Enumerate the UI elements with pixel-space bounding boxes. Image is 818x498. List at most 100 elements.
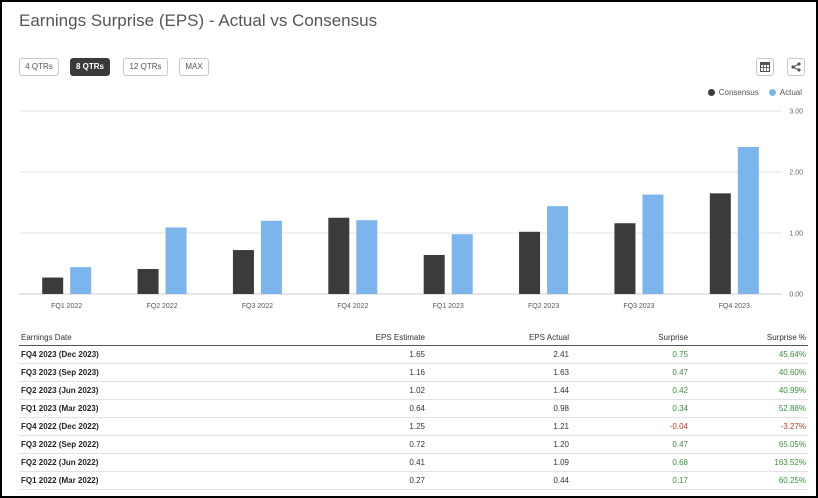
cell-eps-actual: 1.63 bbox=[427, 363, 571, 382]
cell-surprise: 0.68 bbox=[571, 453, 690, 472]
bar-consensus bbox=[423, 254, 445, 294]
x-tick-label: FQ1 2023 bbox=[433, 303, 464, 310]
range-12-qtrs-button[interactable]: 12 QTRs bbox=[123, 58, 168, 76]
cell-surprise: 0.47 bbox=[571, 435, 690, 454]
bar-actual bbox=[737, 146, 759, 294]
cell-date: FQ4 2023 (Dec 2023) bbox=[19, 345, 223, 364]
x-tick-label: FQ2 2023 bbox=[528, 303, 559, 310]
table-row: FQ1 2022 (Mar 2022) 0.27 0.44 0.17 60.25% bbox=[19, 471, 808, 490]
cell-surprise-pct: 40.99% bbox=[690, 381, 808, 400]
cell-date: FQ3 2023 (Sep 2023) bbox=[19, 363, 223, 382]
bar-consensus bbox=[232, 250, 254, 294]
cell-surprise-pct: 65.05% bbox=[690, 435, 808, 454]
range-4-qtrs-button[interactable]: 4 QTRs bbox=[19, 58, 59, 76]
table-icon bbox=[760, 62, 770, 72]
table-row: FQ3 2023 (Sep 2023) 1.16 1.63 0.47 40.60% bbox=[19, 363, 808, 382]
bar-actual bbox=[165, 227, 187, 294]
table-row: FQ1 2023 (Mar 2023) 0.64 0.98 0.34 52.88% bbox=[19, 399, 808, 418]
cell-eps-actual: 1.20 bbox=[427, 435, 571, 454]
cell-surprise: 0.47 bbox=[571, 363, 690, 382]
chart-legend: Consensus Actual bbox=[707, 88, 802, 97]
share-icon bbox=[791, 62, 801, 72]
legend-label-actual: Actual bbox=[779, 88, 802, 97]
x-tick-label: FQ3 2023 bbox=[623, 303, 654, 310]
legend-item-consensus[interactable]: Consensus bbox=[707, 88, 759, 97]
eps-bar-chart: 0.00 1.00 2.00 3.00 FQ1 2022 FQ2 2022 FQ3 2022… bbox=[19, 109, 803, 310]
table-view-button[interactable] bbox=[756, 58, 774, 76]
y-tick-label: 0.00 bbox=[789, 292, 803, 299]
cell-date: FQ4 2022 (Dec 2022) bbox=[19, 417, 223, 436]
bar-consensus bbox=[137, 268, 159, 294]
legend-swatch-consensus bbox=[707, 89, 715, 96]
cell-eps-actual: 0.98 bbox=[427, 399, 571, 418]
bar-consensus bbox=[42, 277, 64, 294]
table-row: FQ2 2022 (Jun 2022) 0.41 1.09 0.68 163.52% bbox=[19, 453, 808, 472]
cell-eps-actual: 1.44 bbox=[427, 381, 571, 400]
cell-surprise: 0.17 bbox=[571, 471, 690, 490]
cell-eps-estimate: 0.72 bbox=[223, 435, 427, 454]
cell-surprise: -0.04 bbox=[571, 417, 690, 436]
y-tick-label: 2.00 bbox=[789, 170, 803, 177]
bar-consensus bbox=[519, 231, 541, 294]
cell-surprise-pct: 45.64% bbox=[690, 345, 808, 364]
cell-date: FQ2 2023 (Jun 2023) bbox=[19, 381, 223, 400]
cell-eps-estimate: 1.65 bbox=[223, 345, 427, 364]
x-tick-label: FQ3 2022 bbox=[242, 303, 273, 310]
cell-eps-estimate: 0.64 bbox=[223, 399, 427, 418]
range-max-button[interactable]: MAX bbox=[179, 58, 209, 76]
bar-actual bbox=[70, 267, 92, 294]
earnings-table: Earnings Date EPS Estimate EPS Actual Su… bbox=[19, 330, 808, 490]
cell-surprise-pct: 40.60% bbox=[690, 363, 808, 382]
table-header-row: Earnings Date EPS Estimate EPS Actual Su… bbox=[19, 330, 808, 346]
cell-surprise-pct: 163.52% bbox=[690, 453, 808, 472]
cell-surprise-pct: 52.88% bbox=[690, 399, 808, 418]
cell-eps-estimate: 0.41 bbox=[223, 453, 427, 472]
cell-date: FQ1 2022 (Mar 2022) bbox=[19, 471, 223, 490]
cell-date: FQ2 2022 (Jun 2022) bbox=[19, 453, 223, 472]
cell-eps-actual: 1.21 bbox=[427, 417, 571, 436]
header-surprise-pct: Surprise % bbox=[690, 330, 808, 346]
table-row: FQ4 2023 (Dec 2023) 1.65 2.41 0.75 45.64% bbox=[19, 345, 808, 364]
cell-surprise-pct: -3.27% bbox=[690, 417, 808, 436]
x-tick-label: FQ1 2022 bbox=[51, 303, 82, 310]
cell-surprise-pct: 60.25% bbox=[690, 471, 808, 490]
cell-eps-estimate: 1.25 bbox=[223, 417, 427, 436]
table-body: FQ4 2023 (Dec 2023) 1.65 2.41 0.75 45.64% FQ3… bbox=[19, 345, 808, 490]
table-row: FQ4 2022 (Dec 2022) 1.25 1.21 -0.04 -3.27% bbox=[19, 417, 808, 436]
x-tick-label: FQ4 2022 bbox=[337, 303, 368, 310]
bar-consensus bbox=[614, 223, 636, 294]
x-tick-label: FQ4 2023 bbox=[719, 303, 750, 310]
cell-eps-actual: 1.09 bbox=[427, 453, 571, 472]
bar-actual bbox=[260, 220, 282, 294]
header-earnings-date: Earnings Date bbox=[19, 330, 223, 346]
bar-actual bbox=[547, 206, 569, 294]
header-eps-estimate: EPS Estimate bbox=[223, 330, 427, 346]
range-8-qtrs-button[interactable]: 8 QTRs bbox=[70, 58, 110, 76]
legend-item-actual[interactable]: Actual bbox=[768, 88, 802, 97]
cell-date: FQ1 2023 (Mar 2023) bbox=[19, 399, 223, 418]
bar-actual bbox=[356, 220, 378, 294]
cell-eps-actual: 0.44 bbox=[427, 471, 571, 490]
cell-eps-estimate: 1.16 bbox=[223, 363, 427, 382]
y-tick-label: 1.00 bbox=[789, 231, 803, 238]
cell-surprise: 0.75 bbox=[571, 345, 690, 364]
bar-consensus bbox=[709, 193, 731, 294]
header-surprise: Surprise bbox=[571, 330, 690, 346]
share-button[interactable] bbox=[787, 58, 805, 76]
cell-date: FQ3 2022 (Sep 2022) bbox=[19, 435, 223, 454]
bar-consensus bbox=[328, 217, 350, 294]
table-row: FQ2 2023 (Jun 2023) 1.02 1.44 0.42 40.99% bbox=[19, 381, 808, 400]
y-tick-label: 3.00 bbox=[789, 109, 803, 116]
header-eps-actual: EPS Actual bbox=[427, 330, 571, 346]
bar-actual bbox=[642, 194, 664, 294]
cell-eps-actual: 2.41 bbox=[427, 345, 571, 364]
cell-eps-estimate: 1.02 bbox=[223, 381, 427, 400]
cell-surprise: 0.34 bbox=[571, 399, 690, 418]
cell-surprise: 0.42 bbox=[571, 381, 690, 400]
legend-label-consensus: Consensus bbox=[718, 88, 759, 97]
legend-swatch-actual bbox=[768, 89, 776, 96]
cell-eps-estimate: 0.27 bbox=[223, 471, 427, 490]
bar-actual bbox=[451, 234, 473, 294]
x-tick-label: FQ2 2022 bbox=[146, 303, 177, 310]
